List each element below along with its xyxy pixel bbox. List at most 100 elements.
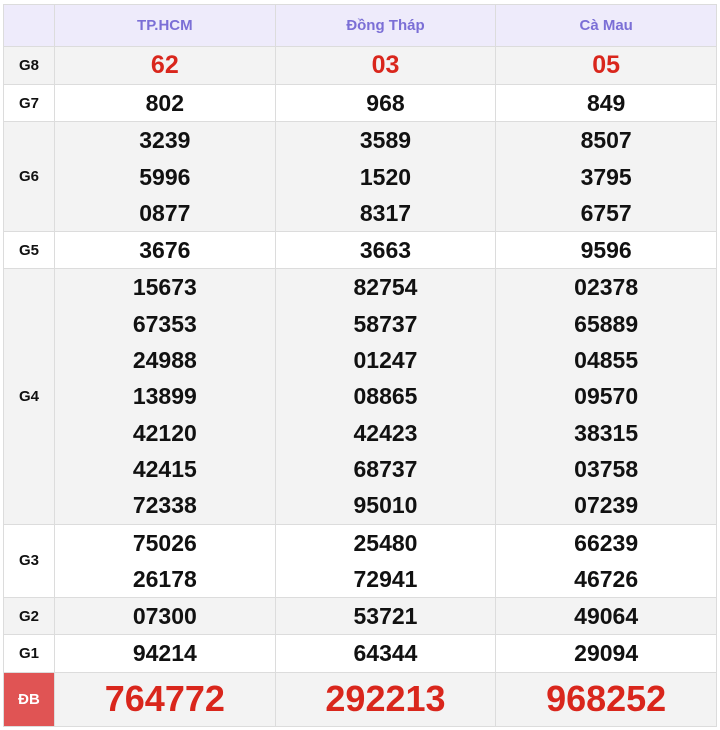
prize-number: 0877 [139,199,191,226]
prize-number: 9596 [580,237,632,264]
prize-cell: 3663 [274,231,497,270]
prize-cell: 75026 26178 [54,523,276,599]
prize-cell: 64344 [274,634,497,673]
prize-number: 02378 [574,274,639,301]
prize-cell: 3676 [54,231,276,270]
prize-number: 49064 [574,603,639,630]
prize-cell: 3239 5996 0877 [54,121,276,233]
prize-cell: 62 [54,46,276,85]
prize-cell: 05 [495,46,717,85]
prize-cell: 802 [54,83,276,123]
prize-label: G1 [3,634,55,673]
prize-number: 3239 [139,127,191,154]
prize-cell: 94214 [54,634,276,673]
prize-cell: 25480 72941 [274,523,497,599]
prize-number: 38315 [574,419,639,446]
prize-row-g7: G7 802 968 849 [3,83,717,123]
prize-number: 1520 [359,163,412,190]
province-header: Cà Mau [495,4,717,47]
prize-number: 09570 [574,383,639,410]
prize-label: G2 [3,597,55,636]
prize-cell: 9596 [495,231,717,270]
prize-number: 849 [586,90,626,116]
prize-number: 75026 [132,529,197,556]
prize-number: 07300 [132,603,197,630]
prize-label: G7 [3,83,55,123]
prize-number: 94214 [132,640,197,667]
prize-cell: 53721 [274,597,497,636]
prize-cell: 8507 3795 6757 [495,121,717,233]
prize-number: 08865 [353,383,418,410]
prize-cell: 49064 [495,597,717,636]
prize-row-g4: G4 15673 67353 24988 13899 42120 42415 72338 827… [3,268,717,525]
prize-number: 67353 [132,310,197,337]
prize-number: 62 [150,51,179,80]
prize-number: 58737 [353,310,418,337]
prize-cell: 968 [274,83,497,123]
prize-row-g3: G3 75026 26178 25480 72941 66239 46726 [3,523,717,599]
province-header: TP.HCM [54,4,276,47]
prize-number: 01247 [353,347,418,374]
prize-number: 6757 [580,199,632,226]
prize-cell: 66239 46726 [495,523,717,599]
prize-number: 05 [592,51,621,80]
header-row: TP.HCM Đồng Tháp Cà Mau [3,4,717,47]
prize-cell: 07300 [54,597,276,636]
prize-number: 25480 [353,529,418,556]
prize-cell: 15673 67353 24988 13899 42120 42415 72338 [54,268,276,525]
prize-cell: 292213 [274,671,497,727]
prize-number: 42423 [353,419,418,446]
prize-number: 26178 [132,565,197,592]
prize-row-g8: G8 62 03 05 [3,46,717,85]
prize-row-g2: G2 07300 53721 49064 [3,597,717,636]
province-header: Đồng Tháp [274,4,497,47]
prize-number: 53721 [353,603,418,630]
prize-number: 3676 [139,237,191,264]
prize-number: 65889 [574,310,639,337]
prize-number: 72338 [132,492,197,519]
prize-label: ĐB [3,671,55,727]
prize-number: 3663 [359,237,412,264]
prize-cell: 29094 [495,634,717,673]
prize-label: G5 [3,231,55,270]
prize-cell: 3589 1520 8317 [274,121,497,233]
prize-number: 3795 [580,163,632,190]
prize-number: 15673 [132,274,197,301]
prize-number: 68737 [353,455,418,482]
prize-number: 82754 [353,274,418,301]
prize-label: G6 [3,121,55,233]
prize-number: 03 [371,51,400,80]
prize-number: 03758 [574,455,639,482]
prize-number: 3589 [359,127,412,154]
prize-number: 292213 [325,678,446,720]
prize-label: G8 [3,46,55,85]
prize-number: 07239 [574,492,639,519]
prize-cell: 849 [495,83,717,123]
prize-cell: 82754 58737 01247 08865 42423 68737 95010 [274,268,497,525]
prize-number: 5996 [139,163,191,190]
prize-cell: 764772 [54,671,276,727]
prize-row-g1: G1 94214 64344 29094 [3,634,717,673]
prize-number: 29094 [574,640,639,667]
prize-cell: 02378 65889 04855 09570 38315 03758 07239 [495,268,717,525]
prize-number: 64344 [353,640,418,667]
prize-number: 8317 [359,199,412,226]
prize-row-db: ĐB 764772 292213 968252 [3,671,717,727]
prize-cell: 968252 [495,671,717,727]
prize-number: 72941 [353,565,418,592]
prize-number: 24988 [132,347,197,374]
prize-number: 66239 [574,529,639,556]
prize-number: 04855 [574,347,639,374]
lottery-results-table: TP.HCM Đồng Tháp Cà Mau G8 62 03 05 G7 802 968… [3,4,717,727]
prize-cell: 03 [274,46,497,85]
prize-number: 95010 [353,492,418,519]
prize-number: 8507 [580,127,632,154]
prize-number: 968252 [546,678,667,720]
prize-number: 968 [366,90,405,116]
prize-row-g5: G5 3676 3663 9596 [3,231,717,270]
prize-number: 46726 [574,565,639,592]
prize-number: 764772 [104,678,225,720]
corner-cell [3,4,55,47]
prize-label: G4 [3,268,55,525]
prize-number: 802 [145,90,185,116]
